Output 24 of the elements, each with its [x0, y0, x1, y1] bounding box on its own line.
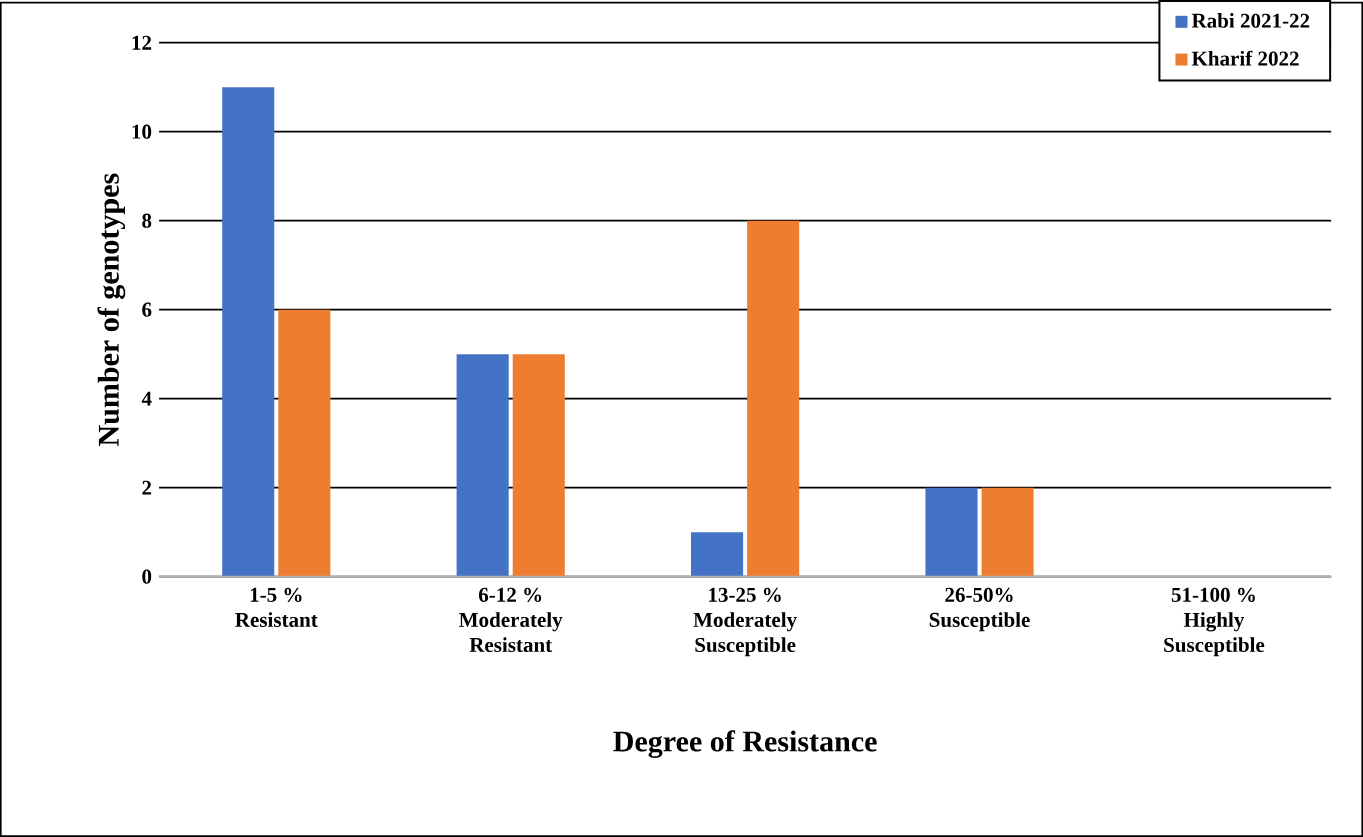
x-tick-label: 26-50% Susceptible	[929, 587, 1030, 632]
y-tick-label: 2	[142, 480, 152, 495]
y-tick-label: 6	[142, 302, 152, 317]
y-tick-label: 8	[142, 213, 152, 228]
y-axis-title: Number of genotypes	[97, 173, 126, 447]
legend-label: Rabi 2021-22	[1191, 13, 1310, 28]
bar	[925, 487, 978, 577]
bar	[222, 87, 275, 577]
y-tick-label: 4	[141, 391, 152, 406]
bar	[278, 309, 331, 577]
x-tick-label: 13-25 % Moderately Susceptible	[693, 587, 797, 657]
bar	[691, 532, 744, 577]
bar	[456, 354, 509, 577]
bar	[981, 487, 1034, 577]
bar	[747, 220, 800, 577]
y-tick-label: 0	[142, 569, 152, 584]
y-tick-label: 10	[132, 124, 152, 139]
x-tick-label: 1-5 % Resistant	[235, 587, 318, 628]
x-axis-title: Degree of Resistance	[613, 730, 877, 758]
y-tick-label: 12	[132, 35, 152, 50]
x-tick-label: 6-12 % Moderately Resistant	[459, 587, 563, 653]
legend-label: Kharif 2022	[1191, 50, 1299, 66]
bar	[512, 354, 565, 577]
x-tick-label: 51-100 % Highly Susceptible	[1164, 587, 1265, 657]
